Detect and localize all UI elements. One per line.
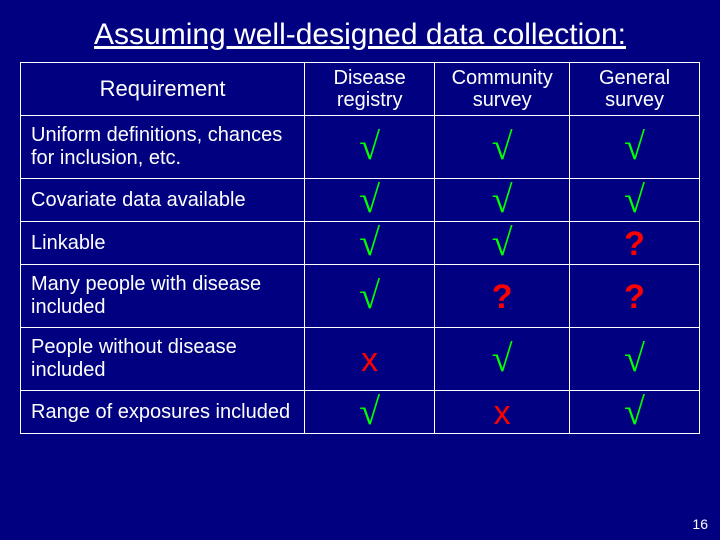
slide: Assuming well-designed data collection: … xyxy=(0,0,720,540)
mark-check: √ xyxy=(435,179,570,222)
mark-check: √ xyxy=(305,179,435,222)
row-label: Linkable xyxy=(21,222,305,265)
mark-check: √ xyxy=(305,265,435,328)
row-label: Range of exposures included xyxy=(21,391,305,434)
mark-check: √ xyxy=(435,328,570,391)
mark-check: √ xyxy=(570,179,700,222)
page-number: 16 xyxy=(692,516,708,532)
mark-question: ? xyxy=(435,265,570,328)
mark-check: √ xyxy=(435,116,570,179)
comparison-table: Requirement Disease registry Community s… xyxy=(20,62,700,434)
mark-check: √ xyxy=(435,222,570,265)
row-label: Many people with disease included xyxy=(21,265,305,328)
slide-title: Assuming well-designed data collection: xyxy=(0,18,720,52)
table-row: Uniform definitions, chances for inclusi… xyxy=(21,116,700,179)
table-row: People without disease includedx√√ xyxy=(21,328,700,391)
header-community-survey: Community survey xyxy=(435,63,570,116)
row-label: Uniform definitions, chances for inclusi… xyxy=(21,116,305,179)
mark-check: √ xyxy=(305,391,435,434)
header-disease-registry: Disease registry xyxy=(305,63,435,116)
mark-check: √ xyxy=(570,328,700,391)
mark-check: √ xyxy=(305,222,435,265)
header-general-survey: General survey xyxy=(570,63,700,116)
mark-check: √ xyxy=(305,116,435,179)
table-row: Many people with disease included√?? xyxy=(21,265,700,328)
row-label: People without disease included xyxy=(21,328,305,391)
mark-cross: x xyxy=(435,391,570,434)
mark-check: √ xyxy=(570,391,700,434)
table-row: Range of exposures included√x√ xyxy=(21,391,700,434)
mark-question: ? xyxy=(570,265,700,328)
header-requirement: Requirement xyxy=(21,63,305,116)
table-body: Uniform definitions, chances for inclusi… xyxy=(21,116,700,434)
mark-cross: x xyxy=(305,328,435,391)
row-label: Covariate data available xyxy=(21,179,305,222)
table-header-row: Requirement Disease registry Community s… xyxy=(21,63,700,116)
mark-check: √ xyxy=(570,116,700,179)
table-row: Linkable√√? xyxy=(21,222,700,265)
mark-question: ? xyxy=(570,222,700,265)
table-row: Covariate data available√√√ xyxy=(21,179,700,222)
